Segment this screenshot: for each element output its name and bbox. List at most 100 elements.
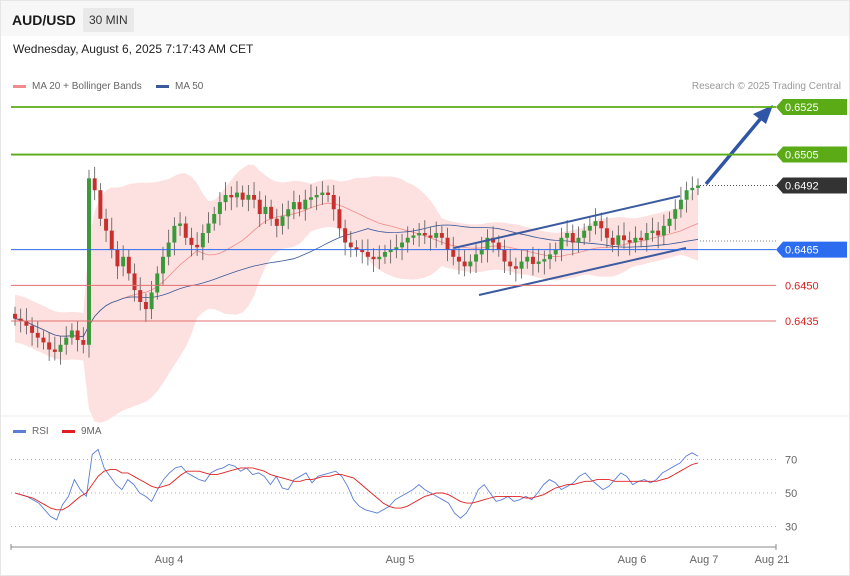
candle [496, 235, 501, 257]
legend-rsi-ma-swatch [62, 429, 75, 433]
candle [485, 229, 490, 263]
candle [639, 230, 644, 248]
candle [69, 323, 74, 345]
candle [314, 186, 319, 211]
candle [610, 230, 615, 253]
candle [246, 184, 251, 212]
level-resistance: 0.6525 [11, 99, 847, 115]
level-label: 0.6492 [785, 180, 819, 192]
candle [439, 225, 444, 245]
candle [593, 208, 598, 235]
bollinger-band [15, 164, 698, 423]
candle [582, 223, 587, 245]
candle [548, 243, 553, 270]
candle [263, 195, 268, 224]
candle [58, 336, 63, 365]
candle [371, 248, 376, 273]
level-support: 0.6450 [11, 280, 819, 292]
candle [525, 249, 530, 269]
candle [696, 178, 700, 195]
candle [382, 244, 387, 264]
candle [354, 240, 359, 257]
candle [428, 226, 433, 251]
candle [656, 222, 661, 249]
candle [348, 231, 353, 258]
candle [104, 208, 109, 243]
candle [542, 250, 547, 275]
legend-rsi-ma: 9MA [62, 426, 102, 437]
level-label: 0.6505 [785, 150, 819, 162]
legend-rsi: RSI [13, 426, 49, 437]
timestamp: Wednesday, August 6, 2025 7:17:43 AM CET [13, 42, 254, 56]
candle [570, 224, 575, 256]
x-tick-label: Aug 4 [155, 554, 184, 566]
candle [183, 216, 188, 245]
legend-rsi-swatch [13, 429, 26, 433]
candle [456, 248, 461, 275]
candle [331, 184, 336, 221]
candle [599, 212, 604, 242]
timeframe-badge[interactable]: 30 MIN [83, 8, 134, 32]
level-label: 0.6465 [785, 245, 819, 257]
candle [622, 222, 627, 249]
candle [291, 190, 296, 220]
candle [81, 327, 86, 354]
candle [212, 206, 217, 231]
candle [644, 223, 649, 252]
candle [155, 266, 160, 300]
candle [206, 212, 211, 244]
candle [678, 186, 683, 218]
ma20-line [14, 202, 699, 338]
candle [195, 232, 200, 256]
candle [52, 336, 57, 361]
candle [160, 246, 165, 285]
candle [684, 181, 689, 213]
candle [519, 250, 524, 279]
candle [223, 182, 228, 211]
candle [234, 181, 239, 208]
candle [451, 236, 456, 266]
candle [252, 182, 257, 209]
candle [530, 246, 535, 276]
level-pivot: 0.6465 [11, 240, 847, 258]
symbol-title: AUD/USD [12, 12, 76, 28]
candle [462, 250, 467, 277]
candle [576, 226, 581, 253]
candle [320, 181, 325, 205]
candle [360, 239, 365, 264]
candle [297, 194, 302, 217]
target-arrow [704, 115, 764, 186]
level-last: 0.6492 [700, 177, 847, 194]
candle [217, 192, 222, 226]
candle [30, 317, 35, 346]
candle [468, 254, 473, 274]
candle [86, 169, 91, 358]
legend-ma50: MA 50 [156, 81, 203, 92]
candle [633, 226, 638, 253]
candle [138, 277, 143, 311]
candle [365, 239, 370, 266]
candle [229, 186, 234, 211]
level-label: 0.6525 [785, 102, 819, 114]
candle [667, 211, 672, 234]
candle [35, 321, 40, 348]
rsi-line [14, 448, 699, 521]
x-tick-label: Aug 21 [755, 554, 790, 566]
candle [280, 203, 285, 235]
candle [417, 223, 422, 247]
candle [240, 185, 245, 207]
candle [502, 239, 507, 273]
candle [587, 215, 592, 243]
candle [178, 212, 183, 236]
candle [422, 220, 427, 244]
candle [47, 332, 52, 361]
candle [394, 234, 399, 259]
legend-ma20-label: MA 20 + Bollinger Bands [32, 81, 142, 92]
candle [115, 241, 120, 280]
credit-text: Research © 2025 Trading Central [691, 81, 841, 92]
candle [143, 293, 148, 322]
candle [661, 214, 666, 246]
level-label: 0.6450 [785, 280, 819, 292]
candle [326, 185, 331, 203]
